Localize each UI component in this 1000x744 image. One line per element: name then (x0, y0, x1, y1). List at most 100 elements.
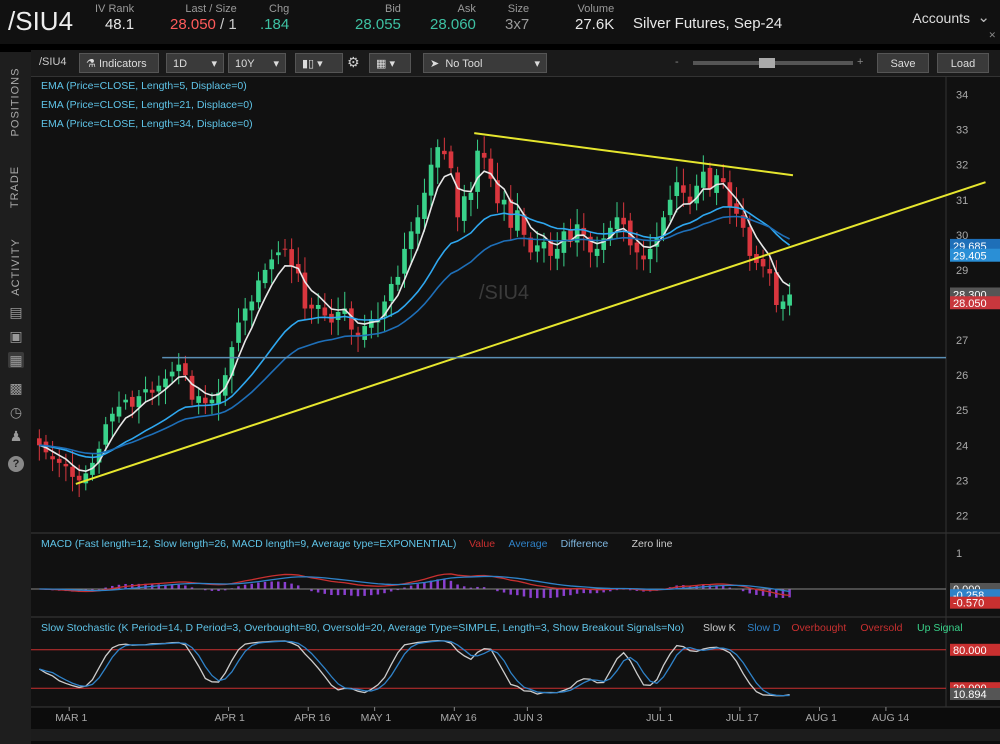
candle (50, 456, 55, 460)
macd-legend-entry: Zero line (632, 538, 673, 550)
time-tick-label: MAR 1 (55, 712, 87, 724)
monitor-icon[interactable]: ▣ (9, 328, 23, 344)
macd-histogram-bar (509, 589, 512, 595)
quote-last-size: Last / Size 28.050 / 1 (170, 3, 237, 33)
candle (169, 371, 175, 377)
candle (481, 152, 487, 158)
range-select[interactable]: 10Y ▾ (228, 53, 286, 73)
macd-histogram-bar (170, 584, 174, 590)
quote-label: Bid (384, 3, 401, 15)
candle (554, 248, 560, 259)
macd-histogram-bar (708, 585, 712, 590)
stochastic-legend-entry: Overbought (791, 622, 846, 634)
accounts-button[interactable]: Accounts (912, 10, 970, 26)
candle (760, 259, 766, 267)
price-tick-label: 24 (956, 440, 968, 452)
grid-icon[interactable]: ▩ (9, 380, 23, 396)
chart-icon[interactable]: ▦ (8, 352, 24, 368)
macd-histogram-bar (356, 589, 360, 597)
candle (541, 241, 547, 249)
left-sidebar: POSITIONS TRADE ACTIVITY ▤ ▣ ▦ ▩ ◷ ♟ ? (0, 52, 31, 744)
price-tick-label: 31 (956, 195, 968, 207)
candle (681, 185, 686, 193)
chevron-down-icon[interactable]: ⌄ (977, 9, 990, 26)
candle (163, 378, 168, 388)
macd-histogram-bar (157, 584, 161, 590)
candle (614, 217, 620, 230)
macd-histogram-bar (502, 589, 506, 593)
candle (269, 259, 275, 270)
help-icon[interactable]: ? (8, 456, 24, 472)
candle (687, 196, 693, 204)
candle (229, 347, 235, 376)
macd-histogram-bar (536, 589, 539, 599)
macd-histogram-bar (164, 584, 167, 590)
price-label-box (950, 296, 1000, 310)
quote-volume: Volume 27.6K (575, 3, 614, 33)
people-icon[interactable]: ♟ (9, 428, 23, 444)
macd-histogram-bar (741, 589, 745, 592)
time-tick-label: JUL 17 (726, 712, 759, 724)
close-icon[interactable]: ✕ (988, 30, 996, 40)
macd-histogram-bar (748, 589, 751, 594)
macd-histogram-bar (277, 581, 280, 590)
candle (276, 252, 281, 256)
instrument-description: Silver Futures, Sep-24 (633, 15, 783, 32)
macd-legend-entry: Average (509, 538, 548, 550)
candle (561, 231, 567, 253)
aggregation-select[interactable]: 1D ▾ (166, 53, 224, 73)
macd-histogram-bar (184, 585, 187, 590)
candle (694, 185, 699, 204)
price-tick-label: 23 (956, 475, 968, 487)
macd-histogram-bar (682, 585, 685, 590)
settings-gear-icon[interactable]: ⚙ (347, 54, 360, 70)
candle (701, 171, 706, 188)
tab-activity[interactable]: ACTIVITY (9, 238, 22, 296)
macd-histogram-bar (589, 589, 592, 594)
candle (535, 245, 540, 252)
tab-positions[interactable]: POSITIONS (9, 67, 22, 137)
macd-tick-label: 1 (956, 548, 962, 560)
zoom-slider[interactable] (693, 58, 853, 68)
macd-average-line (39, 575, 790, 593)
stochastic-legend-entry: Oversold (860, 622, 902, 634)
zoom-in-button[interactable]: + (857, 56, 864, 68)
quote-value: .184 (260, 16, 290, 33)
study-label: EMA (Price=CLOSE, Length=34, Displace=0) (41, 118, 253, 130)
macd-histogram-bar (111, 585, 114, 590)
candle (156, 385, 162, 392)
document-icon[interactable]: ▤ (9, 304, 23, 320)
zoom-out-button[interactable]: - (675, 56, 679, 68)
candle (667, 199, 673, 216)
candle (621, 217, 626, 225)
candle (428, 164, 434, 196)
load-button[interactable]: Load (937, 53, 989, 73)
candle (495, 180, 500, 204)
quote-ask: Ask 28.060 (430, 3, 476, 33)
zoom-slider-handle[interactable] (759, 58, 775, 68)
indicators-button[interactable]: ⚗ Indicators (79, 53, 159, 73)
candle (501, 199, 507, 205)
macd-histogram-bar (336, 589, 340, 596)
history-icon[interactable]: ◷ (9, 404, 23, 420)
save-button[interactable]: Save (877, 53, 929, 73)
tab-trade[interactable]: TRADE (9, 165, 22, 209)
macd-histogram-bar (482, 587, 486, 590)
candle (249, 301, 255, 311)
horizontal-scrollbar[interactable] (31, 729, 1000, 741)
macd-histogram-bar (529, 589, 532, 598)
candle (568, 229, 573, 242)
macd-histogram-bar (449, 580, 453, 590)
macd-histogram-bar (549, 589, 552, 598)
trendline (75, 181, 986, 485)
macd-histogram-bar (330, 589, 333, 595)
header-symbol[interactable]: /SIU4 (8, 6, 74, 36)
pattern-tool-button[interactable]: ▦ ▾ (369, 53, 411, 73)
chart-style-button[interactable]: ▮▯ ▾ (295, 53, 343, 73)
chevron-down-icon: ▾ (534, 58, 540, 70)
candle (475, 150, 480, 192)
drawing-tool-select[interactable]: ➤ No Tool ▾ (423, 53, 547, 73)
stochastic-legend-entry: Slow K (703, 622, 736, 634)
macd-histogram-bar (210, 589, 214, 591)
